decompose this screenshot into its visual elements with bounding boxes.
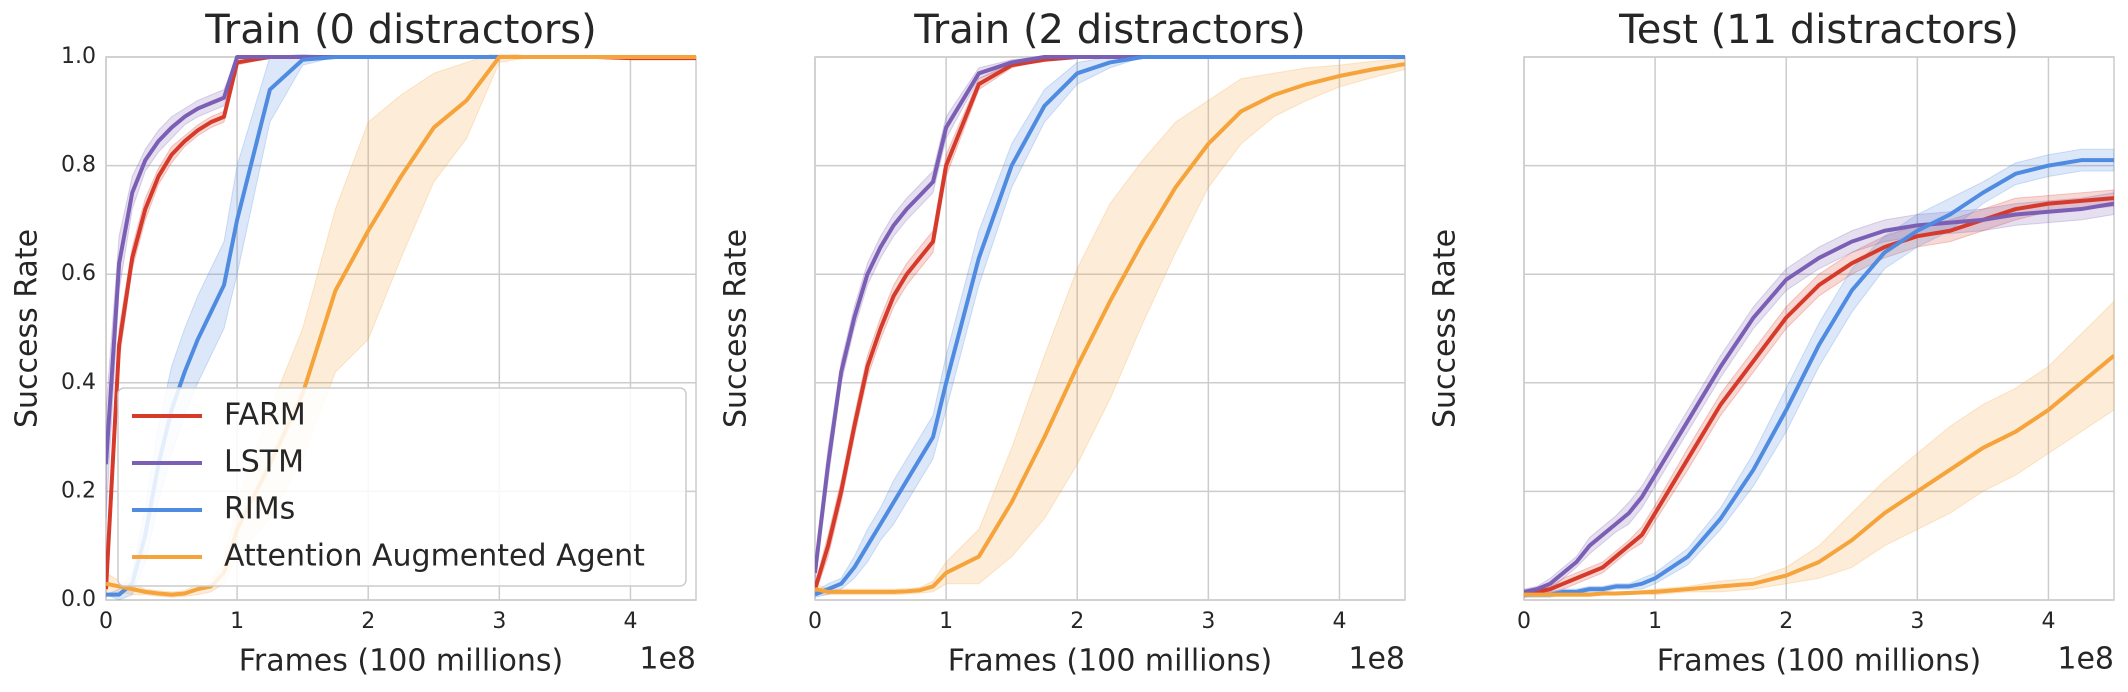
y-axis-label: Success Rate — [10, 229, 45, 428]
plot-marks — [815, 55, 1405, 598]
x-offset-label: 1e8 — [639, 642, 696, 677]
y-axis-label: Success Rate — [1428, 229, 1463, 428]
x-axis-label: Frames (100 millions) — [948, 644, 1272, 679]
x-tick-label: 3 — [1201, 609, 1215, 634]
confidence-band — [1524, 148, 2114, 598]
x-tick-label: 2 — [1070, 609, 1084, 634]
x-tick-label: 0 — [1517, 609, 1531, 634]
chart-title: Train (2 distractors) — [913, 7, 1305, 53]
y-tick-label: 0.0 — [61, 587, 96, 612]
legend-label: RIMs — [224, 492, 295, 527]
confidence-band — [106, 56, 696, 590]
x-tick-label: 1 — [939, 609, 953, 634]
subplot: 0 1 2 3 4 Train (2 distractors) Frames (100 mi… — [719, 7, 1406, 679]
x-tick-label: 1 — [1648, 609, 1662, 634]
subplot: 0 1 2 3 4 0.0 0.2 0.4 0.6 0.8 1.0 Train (0 distract… — [10, 7, 697, 679]
chart-title: Train (0 distractors) — [204, 7, 596, 53]
x-tick-label: 0 — [99, 609, 113, 634]
x-tick-label: 3 — [1910, 609, 1924, 634]
legend-label: Attention Augmented Agent — [224, 539, 645, 574]
subplot: 0 1 2 3 4 Test (11 distractors) Frames (100 mi… — [1428, 7, 2115, 679]
x-axis-label: Frames (100 millions) — [1657, 644, 1981, 679]
legend-label: FARM — [224, 398, 306, 433]
x-offset-label: 1e8 — [1348, 642, 1405, 677]
series-line — [1524, 354, 2114, 597]
x-tick-label: 2 — [361, 609, 375, 634]
x-tick-label: 1 — [230, 609, 244, 634]
series-line — [1524, 158, 2114, 597]
x-tick-label: 4 — [1332, 609, 1346, 634]
y-tick-label: 0.8 — [61, 153, 96, 178]
series-line — [815, 55, 1405, 597]
legend-label: LSTM — [224, 445, 304, 480]
y-tick-label: 0.4 — [61, 370, 96, 395]
y-tick-label: 0.6 — [61, 261, 96, 286]
x-tick-label: 4 — [623, 609, 637, 634]
plot-marks — [1524, 148, 2114, 598]
confidence-band — [815, 58, 1405, 596]
chart-title: Test (11 distractors) — [1618, 7, 2019, 53]
legend-box — [117, 387, 687, 587]
x-tick-label: 0 — [808, 609, 822, 634]
confidence-band — [1524, 189, 2114, 598]
x-offset-label: 1e8 — [2057, 642, 2114, 677]
series-line — [815, 62, 1405, 594]
y-tick-label: 0.2 — [61, 478, 96, 503]
plot-area — [814, 56, 1406, 601]
series-line — [1524, 201, 2114, 594]
x-axis-label: Frames (100 millions) — [239, 644, 563, 679]
x-tick-label: 2 — [1779, 609, 1793, 634]
y-tick-label: 1.0 — [61, 44, 96, 69]
x-tick-label: 4 — [2041, 609, 2055, 634]
plot-area — [1523, 56, 2115, 601]
x-tick-label: 3 — [492, 609, 506, 634]
confidence-band — [106, 54, 696, 601]
legend: FARM LSTM RIMs Attention Augmented Agent — [117, 387, 687, 587]
y-axis-label: Success Rate — [719, 229, 754, 428]
